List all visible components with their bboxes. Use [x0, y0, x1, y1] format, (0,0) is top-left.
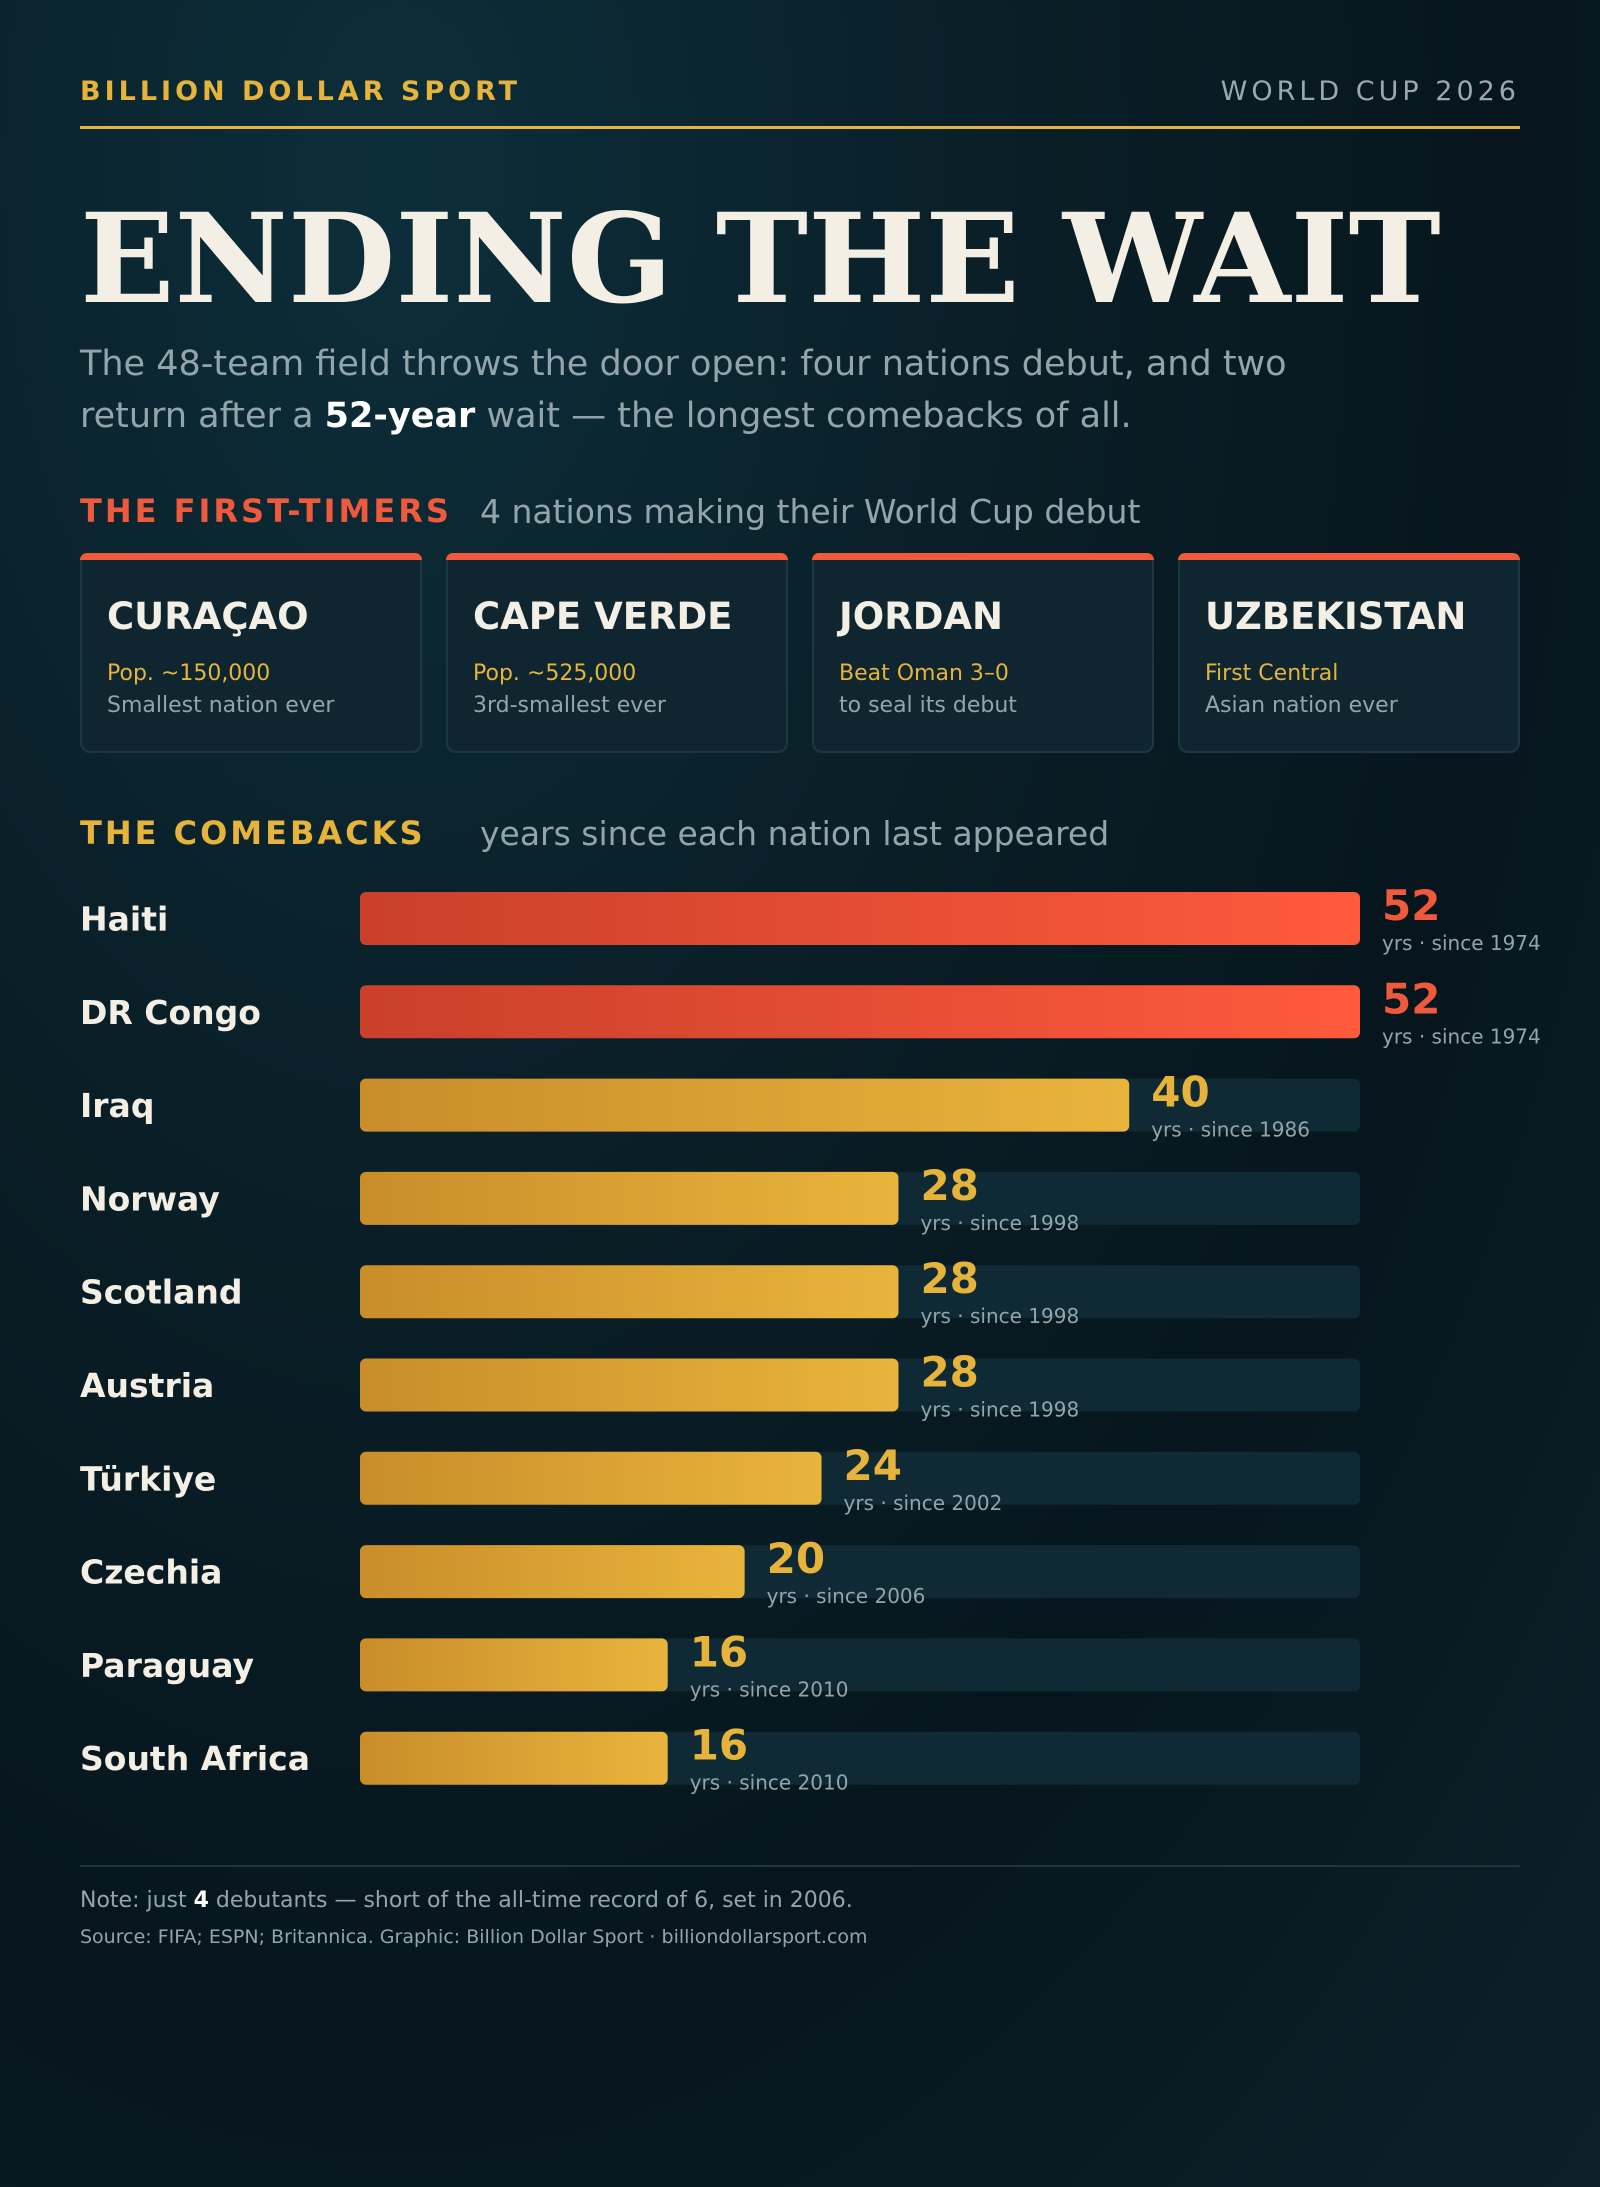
page-title: ENDING THE WAIT: [80, 187, 1441, 332]
comebacks-header: THE COMEBACKS years since each nation la…: [80, 814, 1520, 858]
debut-card: CAPE VERDE Pop. ~525,000 3rd-smallest ev…: [446, 553, 788, 753]
since-label: yrs · since 1974: [1382, 931, 1541, 955]
card-highlight: Beat Oman 3–0: [839, 661, 1009, 686]
note-text-2: debutants — short of the all-time record…: [208, 1888, 853, 1913]
value-label: 52: [1382, 974, 1440, 1023]
comebacks-label: THE COMEBACKS: [80, 814, 426, 852]
top-bar: BILLION DOLLAR SPORT WORLD CUP 2026: [80, 76, 1520, 116]
bar: [360, 1358, 899, 1412]
since-label: yrs · since 1998: [920, 1211, 1079, 1235]
bar: [360, 1545, 745, 1599]
value-label: 28: [920, 1254, 978, 1303]
category-label: South Africa: [80, 1739, 310, 1778]
card-highlight: First Central: [1205, 661, 1339, 686]
edition-label: WORLD CUP 2026: [1220, 76, 1520, 107]
category-label: Czechia: [80, 1553, 222, 1592]
card-subtext: to seal its debut: [839, 693, 1017, 718]
note-text-1: Note: just: [80, 1888, 194, 1913]
header-rule: [80, 126, 1520, 129]
brand-name: BILLION DOLLAR SPORT: [80, 76, 522, 107]
card-subtext: Smallest nation ever: [107, 693, 335, 718]
card-name: JORDAN: [839, 595, 1004, 638]
card-name: UZBEKISTAN: [1205, 595, 1467, 638]
subtitle: The 48-team field throws the door open: …: [80, 338, 1380, 442]
category-label: Haiti: [80, 900, 168, 939]
since-label: yrs · since 2006: [767, 1584, 926, 1608]
category-label: Iraq: [80, 1086, 154, 1125]
subtitle-text-1: The 48-team field throws the door open: …: [80, 344, 1287, 436]
value-label: 16: [690, 1627, 748, 1676]
since-label: yrs · since 2010: [690, 1677, 849, 1701]
value-label: 40: [1151, 1068, 1209, 1117]
subtitle-highlight: 52-year: [324, 396, 476, 436]
note-highlight: 4: [193, 1888, 209, 1913]
bar: [360, 1265, 899, 1319]
subtitle-text-2: wait — the longest comebacks of all.: [475, 396, 1132, 436]
card-highlight: Pop. ~525,000: [473, 661, 637, 686]
bar: [360, 1731, 668, 1785]
bar: [360, 1638, 668, 1692]
value-label: 28: [920, 1161, 978, 1210]
card-subtext: Asian nation ever: [1205, 693, 1398, 718]
card-subtext: 3rd-smallest ever: [473, 693, 666, 718]
since-label: yrs · since 2010: [690, 1771, 849, 1795]
card-name: CAPE VERDE: [473, 595, 733, 638]
bar: [360, 985, 1360, 1039]
since-label: yrs · since 2002: [844, 1491, 1003, 1515]
value-label: 16: [690, 1721, 748, 1770]
since-label: yrs · since 1998: [920, 1304, 1079, 1328]
first-timers-note: 4 nations making their World Cup debut: [480, 492, 1141, 531]
card-name: CURAÇAO: [107, 595, 309, 638]
bar: [360, 1451, 822, 1505]
value-label: 28: [920, 1348, 978, 1397]
footer-note: Note: just 4 debutants — short of the al…: [80, 1888, 853, 1913]
since-label: yrs · since 1986: [1151, 1118, 1310, 1142]
value-label: 24: [844, 1441, 902, 1490]
debut-card: CURAÇAO Pop. ~150,000 Smallest nation ev…: [80, 553, 422, 753]
bar: [360, 892, 1360, 945]
since-label: yrs · since 1974: [1382, 1024, 1541, 1048]
category-label: Norway: [80, 1179, 220, 1218]
source-credit: Source: FIFA; ESPN; Britannica. Graphic:…: [80, 1926, 868, 1948]
first-timers-header: THE FIRST-TIMERS 4 nations making their …: [80, 492, 1520, 536]
category-label: Scotland: [80, 1273, 242, 1312]
bar: [360, 1078, 1130, 1132]
first-timers-label: THE FIRST-TIMERS: [80, 492, 452, 530]
category-label: DR Congo: [80, 993, 261, 1032]
value-label: 52: [1382, 881, 1440, 930]
card-highlight: Pop. ~150,000: [107, 661, 271, 686]
since-label: yrs · since 1998: [920, 1398, 1079, 1422]
category-label: Paraguay: [80, 1646, 254, 1685]
footer-rule: [80, 1865, 1520, 1867]
category-label: Türkiye: [80, 1459, 216, 1498]
debut-cards: CURAÇAO Pop. ~150,000 Smallest nation ev…: [80, 553, 1520, 753]
category-label: Austria: [80, 1366, 214, 1405]
debut-card: UZBEKISTAN First Central Asian nation ev…: [1178, 553, 1520, 753]
bar: [360, 1171, 899, 1225]
debut-card: JORDAN Beat Oman 3–0 to seal its debut: [812, 553, 1154, 753]
comebacks-note: years since each nation last appeared: [480, 814, 1110, 853]
value-label: 20: [767, 1534, 825, 1583]
